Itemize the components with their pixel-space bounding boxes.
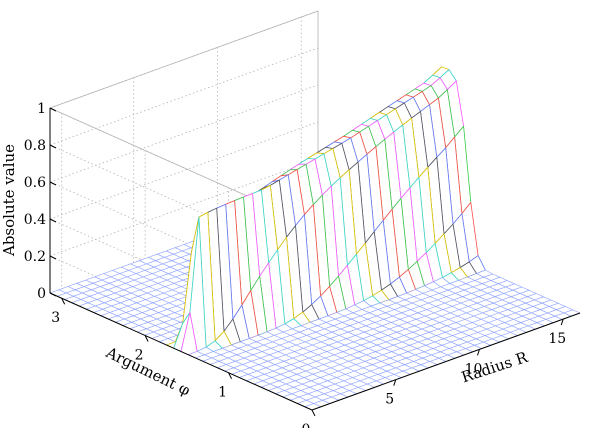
y-tick-mark: [228, 372, 233, 379]
box-edge: [49, 10, 319, 109]
y-axis-line: [49, 292, 313, 411]
y-tick-mark: [61, 297, 66, 305]
x-axis-label: Radius R: [459, 348, 530, 386]
x-tick-mark: [477, 349, 480, 356]
x-tick-mark: [393, 379, 397, 386]
z-tick-mark: [49, 255, 57, 260]
y-tick-label: 1: [218, 385, 227, 401]
x-tick-label: 5: [385, 392, 394, 408]
x-tick-label: 10: [465, 361, 483, 377]
x-tick-label: 15: [548, 331, 566, 347]
y-tick-mark: [311, 409, 316, 417]
z-tick-mark: [49, 218, 57, 223]
x-axis-line: [311, 312, 581, 411]
y-tick-label: 2: [135, 347, 144, 363]
tick-labels: 51015012300.20.40.60.81: [24, 101, 566, 428]
z-tick-mark: [49, 107, 57, 112]
y-axis-label: Argument φ: [102, 343, 193, 400]
y-tick-mark: [144, 335, 149, 342]
z-axis-label: Absolute value: [0, 144, 18, 257]
surface-mesh: [49, 66, 581, 411]
z-tick-label: 0: [37, 286, 46, 302]
axes: [49, 107, 581, 417]
z-tick-label: 0.6: [24, 175, 46, 191]
z-tick-mark: [49, 292, 57, 297]
z-tick-label: 0.8: [24, 138, 46, 154]
x-tick-mark: [560, 318, 564, 326]
z-tick-label: 0.4: [24, 212, 46, 228]
z-tick-mark: [49, 144, 57, 149]
y-tick-label: 0: [302, 422, 311, 428]
grid-line: [49, 47, 319, 146]
z-tick-mark: [49, 181, 57, 186]
z-tick-label: 1: [37, 101, 46, 117]
z-tick-label: 0.2: [24, 249, 46, 265]
y-tick-label: 3: [51, 310, 60, 326]
